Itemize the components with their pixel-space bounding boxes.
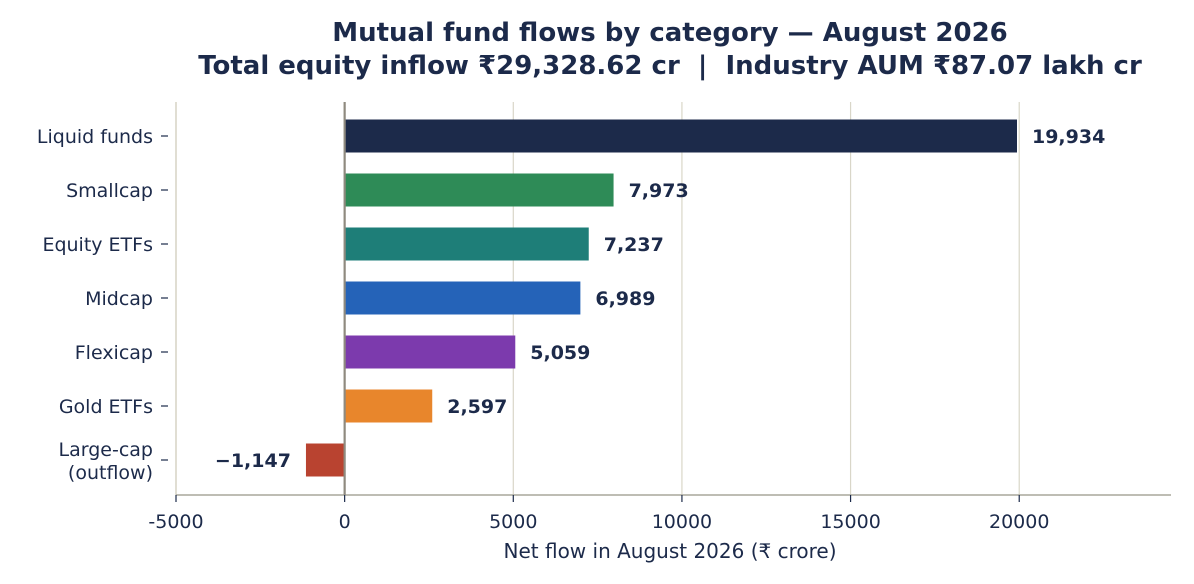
category-label: Large-cap (outflow)	[59, 439, 153, 484]
value-label: −1,147	[215, 450, 291, 472]
category-label-line: (outflow)	[68, 462, 153, 484]
category-label-line: Large-cap	[59, 439, 153, 461]
bar	[344, 335, 516, 369]
value-labels: 19,934 7,973 7,237 6,989 5,059 2,597 −1,147	[215, 126, 1105, 472]
x-tick-label: 10000	[652, 511, 712, 533]
axes	[175, 102, 1171, 496]
value-label: 2,597	[447, 396, 507, 418]
value-label: 5,059	[530, 342, 590, 364]
category-label: Equity ETFs	[42, 234, 153, 256]
category-label: Smallcap	[66, 180, 153, 202]
value-label: 7,237	[604, 234, 664, 256]
bars	[305, 119, 1017, 477]
value-label: 19,934	[1032, 126, 1105, 148]
category-label: Flexicap	[75, 342, 153, 364]
bar	[344, 227, 589, 261]
x-tick-label: 15000	[820, 511, 880, 533]
value-label: 6,989	[595, 288, 655, 310]
x-tick-label: 20000	[989, 511, 1049, 533]
bar	[344, 389, 433, 423]
category-labels: Liquid funds Smallcap Equity ETFs Midcap Fle…	[37, 126, 168, 484]
value-label: 7,973	[629, 180, 689, 202]
category-label: Liquid funds	[37, 126, 153, 148]
category-label: Midcap	[85, 288, 153, 310]
x-ticks: -5000 0 5000 10000 15000 20000	[148, 495, 1049, 533]
bar	[305, 443, 345, 477]
x-axis-title: Net flow in August 2026 (₹ crore)	[504, 539, 837, 563]
bar	[344, 173, 614, 207]
bar	[344, 119, 1017, 153]
x-tick-label: 0	[339, 511, 351, 533]
chart-title: Mutual fund flows by category — August 2…	[332, 18, 1008, 48]
chart-subtitle: Total equity inflow ₹29,328.62 cr | Indu…	[198, 51, 1142, 81]
category-label: Gold ETFs	[59, 396, 153, 418]
x-tick-label: -5000	[148, 511, 203, 533]
x-tick-label: 5000	[489, 511, 537, 533]
bar	[344, 281, 581, 315]
